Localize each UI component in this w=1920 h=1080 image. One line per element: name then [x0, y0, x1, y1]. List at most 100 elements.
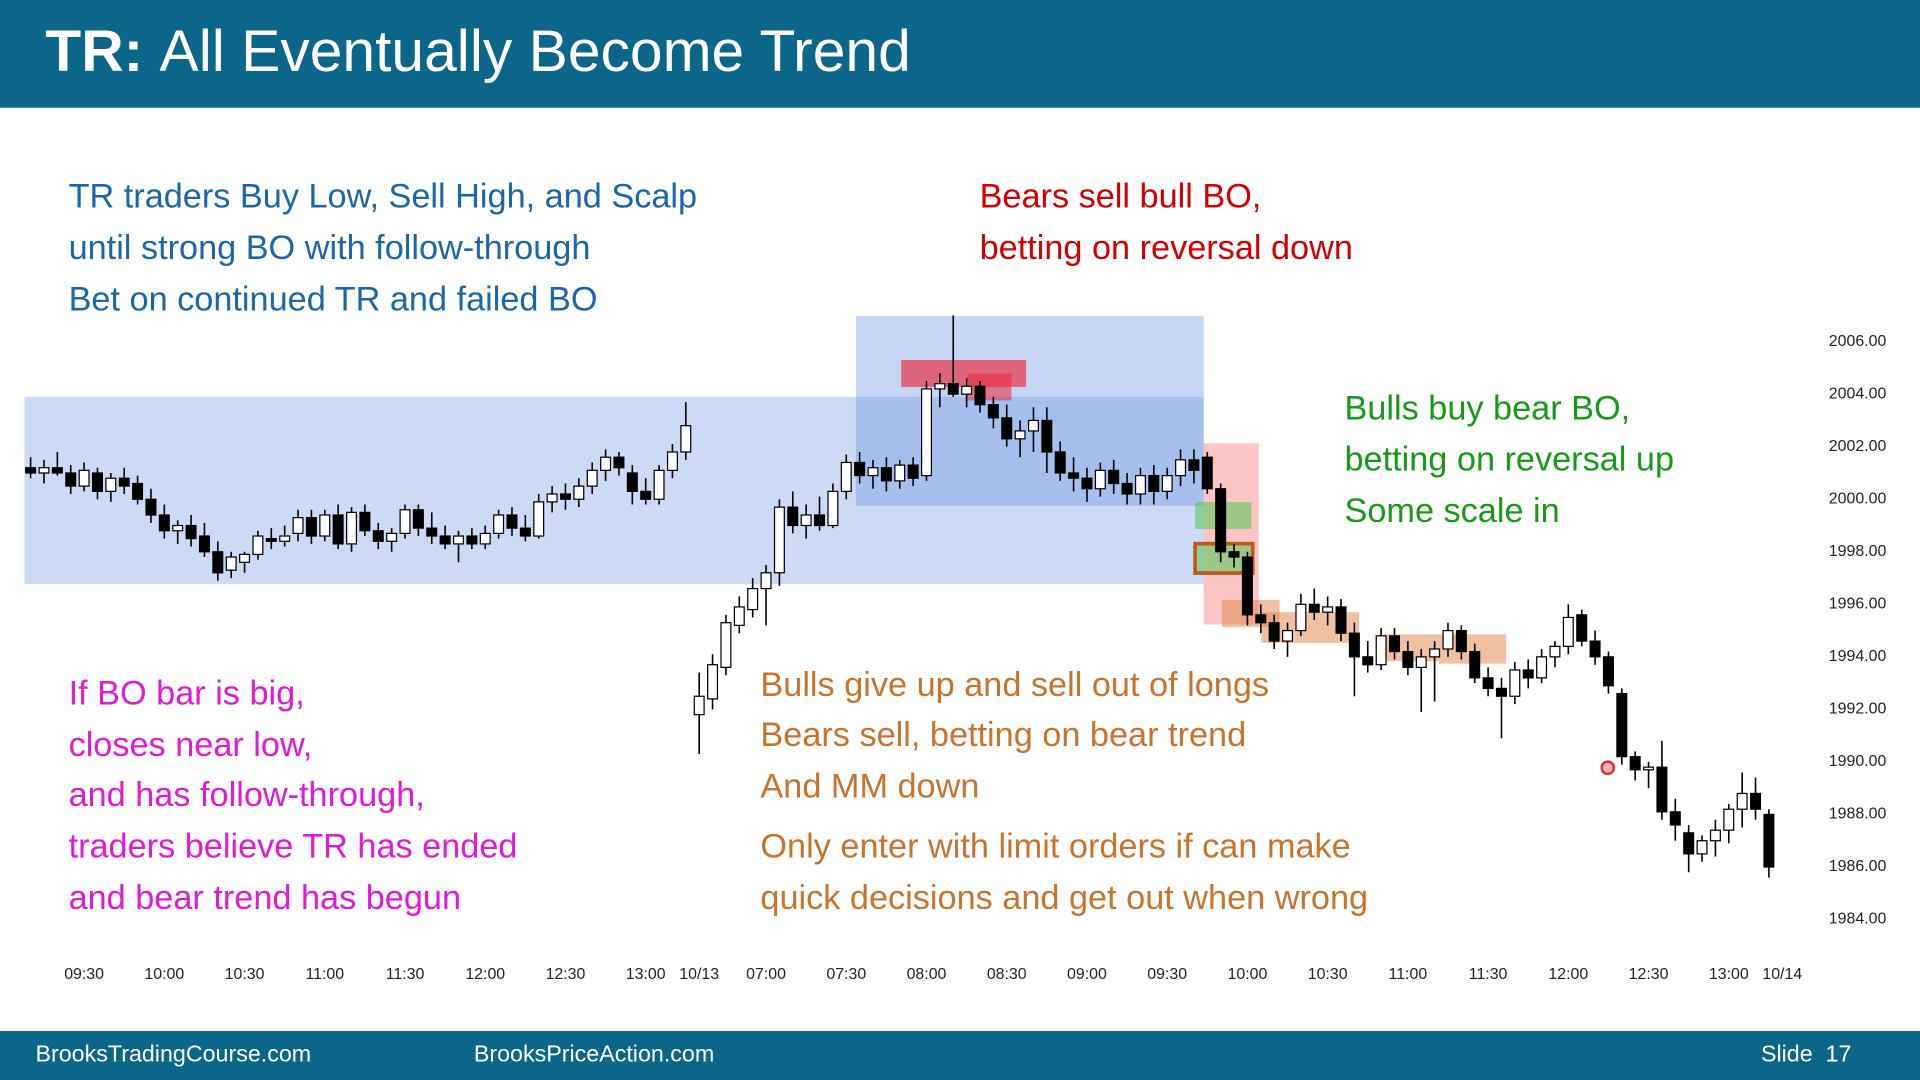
candle-body — [894, 464, 906, 482]
candle-body — [1282, 629, 1294, 642]
annotation: Bears sell bull BO, — [980, 177, 1262, 215]
candle-body — [640, 490, 652, 500]
candle-body — [586, 469, 598, 487]
y-tick-label: 1996.00 — [1829, 596, 1887, 613]
candle-body — [1723, 808, 1735, 831]
candle-body — [493, 514, 505, 535]
candle-body — [265, 538, 277, 542]
candle-body — [225, 556, 237, 571]
footer-bar — [0, 1031, 1920, 1080]
candle-body — [105, 477, 117, 492]
candle-body — [1589, 640, 1601, 658]
x-tick-label: 12:30 — [546, 966, 586, 983]
candle-body — [1241, 556, 1253, 616]
candle-body — [747, 587, 759, 611]
candle-body — [1041, 419, 1053, 453]
annotation: and has follow-through, — [69, 776, 425, 814]
candle-body — [239, 553, 251, 563]
candle-body — [1643, 766, 1655, 771]
candle-body — [412, 509, 424, 529]
candle-body — [172, 524, 184, 532]
candle-body — [399, 509, 411, 535]
candle-body — [987, 404, 999, 419]
candle-body — [947, 383, 959, 395]
candle-body — [907, 464, 919, 479]
candle-body — [546, 493, 558, 503]
candle-body — [145, 498, 157, 516]
candle-body — [1415, 656, 1427, 668]
candle-body — [1669, 811, 1681, 826]
y-tick-label: 1984.00 — [1829, 911, 1887, 928]
candle-body — [920, 388, 933, 477]
x-tick-label: 10:30 — [1308, 966, 1348, 983]
candle-body — [185, 524, 197, 540]
candle-body — [439, 535, 451, 545]
candle-body — [1148, 474, 1160, 492]
candle-body — [479, 532, 491, 545]
candle-body — [1562, 616, 1574, 647]
candle-body — [733, 606, 745, 626]
candle-body — [1001, 417, 1013, 440]
annotation: betting on reversal down — [980, 229, 1353, 267]
candle-body — [386, 532, 398, 542]
candle-body — [1322, 606, 1334, 613]
x-tick-label: 12:30 — [1629, 966, 1669, 983]
x-tick-label: 11:00 — [305, 966, 344, 983]
candle-body — [1054, 451, 1066, 474]
x-tick-label: 07:30 — [826, 966, 866, 983]
candle-body — [787, 506, 799, 527]
candle-body — [1188, 459, 1200, 471]
x-tick-label: 10:00 — [1228, 966, 1268, 983]
candle-body — [279, 535, 291, 542]
candle-body — [466, 535, 478, 545]
candle-body — [1081, 477, 1093, 490]
annotations: TR traders Buy Low, Sell High, and Scalp… — [69, 177, 1674, 917]
y-tick-label: 1994.00 — [1829, 648, 1887, 665]
candle-body — [1121, 482, 1133, 495]
candle-body — [1736, 792, 1748, 810]
candle-body — [1348, 632, 1360, 658]
candle-body — [559, 493, 571, 500]
sell-zone — [967, 373, 1012, 401]
x-tick-label: 08:30 — [987, 966, 1027, 983]
candle-body — [452, 535, 465, 545]
candle-body — [1295, 603, 1307, 632]
candle-body — [1388, 635, 1401, 653]
candle-body — [840, 461, 852, 492]
cursor — [1600, 760, 1616, 776]
candle-body — [292, 517, 304, 535]
candle-body — [1335, 606, 1347, 634]
x-tick-label: 09:00 — [1067, 966, 1107, 983]
candle-body — [1027, 419, 1039, 432]
x-tick-label: 11:30 — [1469, 966, 1508, 983]
candle-body — [1455, 629, 1467, 653]
candle-body — [372, 530, 384, 542]
y-tick-label: 2004.00 — [1829, 385, 1887, 402]
candle-body — [1068, 472, 1080, 479]
candle-body — [1549, 645, 1561, 658]
candle-body — [1709, 829, 1721, 842]
candle-body — [1375, 635, 1387, 666]
candle-body — [961, 385, 973, 395]
annotation: Bet on continued TR and failed BO — [69, 280, 598, 318]
y-tick-label: 2000.00 — [1829, 490, 1887, 507]
candle-body — [1429, 648, 1441, 658]
candle-body — [1201, 456, 1213, 490]
annotation: and bear trend has begun — [69, 879, 461, 917]
y-tick-label: 2002.00 — [1829, 438, 1887, 455]
footer-left: BrooksTradingCourse.com — [36, 1041, 312, 1067]
x-tick-label: 10:00 — [144, 966, 184, 983]
annotation: Only enter with limit orders if can make — [760, 828, 1350, 866]
candle-body — [1014, 430, 1026, 440]
candle-body — [65, 472, 77, 487]
candle-body — [1134, 474, 1146, 495]
candle-body — [814, 514, 826, 527]
x-tick-label: 10/13 — [679, 966, 719, 983]
y-tick-label: 2006.00 — [1829, 333, 1887, 350]
candle-body — [1255, 614, 1267, 624]
candle-body — [880, 467, 892, 482]
candle-body — [827, 490, 839, 527]
candle-body — [1108, 469, 1120, 485]
candle-body — [132, 482, 144, 500]
